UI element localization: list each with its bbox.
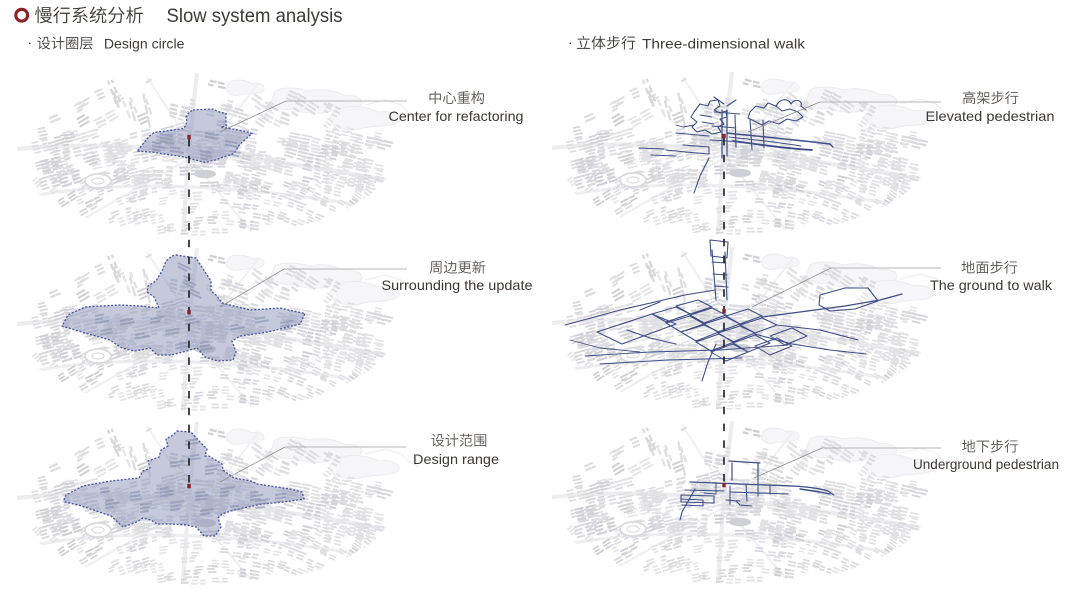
svg-text:Surrounding the update: Surrounding the update bbox=[382, 277, 533, 293]
svg-text:·: · bbox=[568, 34, 573, 50]
svg-text:Center for refactoring: Center for refactoring bbox=[389, 108, 524, 124]
svg-text:The ground to walk: The ground to walk bbox=[930, 277, 1053, 293]
svg-text:Three-dimensional walk: Three-dimensional walk bbox=[642, 35, 806, 51]
svg-text:Slow system analysis: Slow system analysis bbox=[167, 5, 343, 27]
svg-text:Design circle: Design circle bbox=[104, 35, 185, 51]
svg-text:Design range: Design range bbox=[413, 451, 499, 467]
svg-text:Elevated pedestrian: Elevated pedestrian bbox=[926, 108, 1055, 124]
svg-text:Underground pedestrian: Underground pedestrian bbox=[913, 456, 1059, 472]
svg-text:·: · bbox=[28, 34, 33, 50]
